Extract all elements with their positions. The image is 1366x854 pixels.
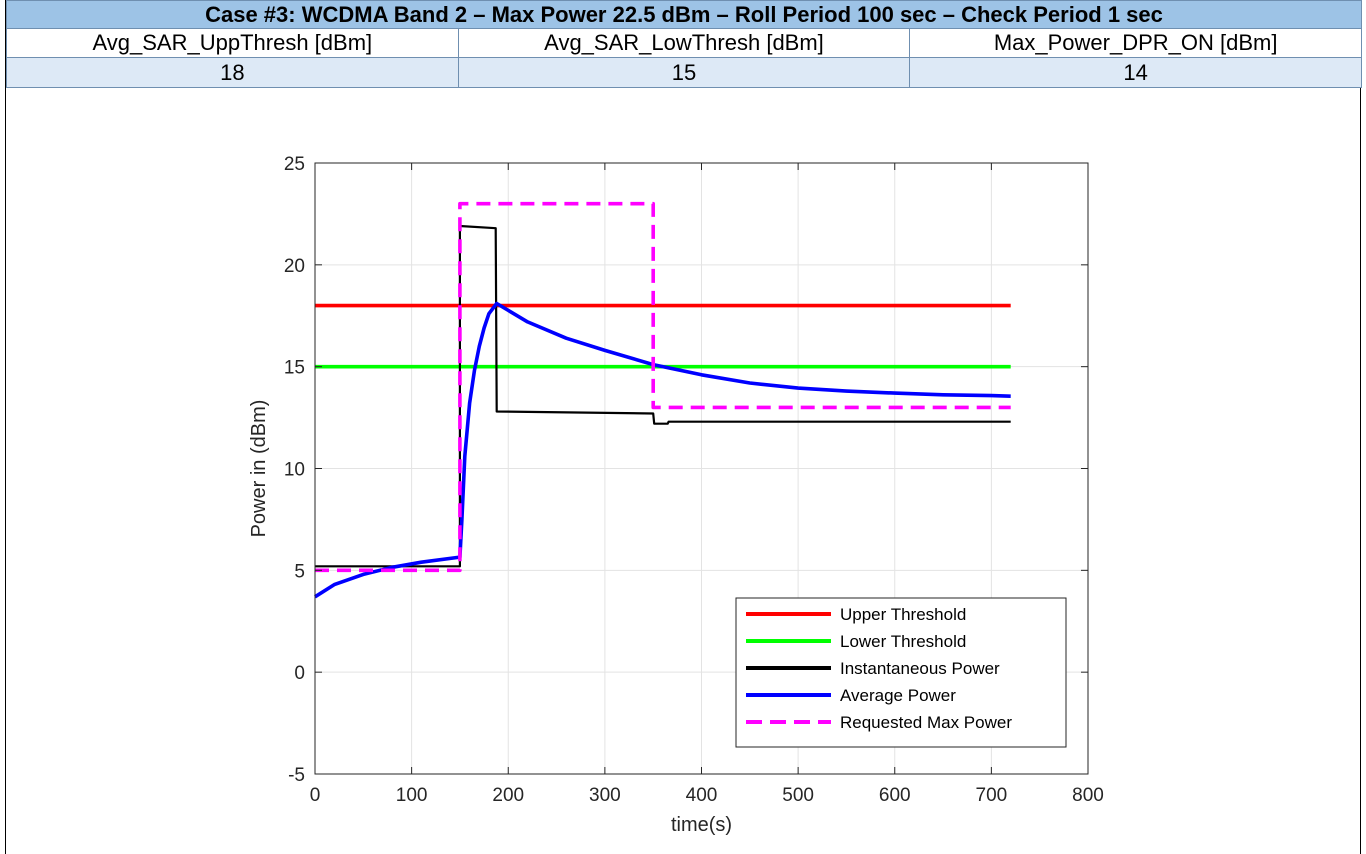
x-tick-label: 200 — [492, 785, 524, 806]
value-upper-threshold: 18 — [6, 57, 459, 88]
x-tick-label: 100 — [396, 785, 428, 806]
legend-entry: Average Power — [840, 686, 956, 705]
parameter-table: Case #3: WCDMA Band 2 – Max Power 22.5 d… — [6, 0, 1362, 88]
x-tick-label: 500 — [782, 785, 814, 806]
series-line-average-power — [314, 301, 1011, 599]
y-tick-label: 15 — [284, 358, 305, 379]
legend-entry: Requested Max Power — [840, 713, 1012, 732]
x-axis-label: time(s) — [671, 814, 732, 836]
y-tick-label: 0 — [294, 663, 305, 684]
value-lower-threshold: 15 — [457, 57, 911, 88]
header-lower-threshold: Avg_SAR_LowThresh [dBm] — [457, 28, 911, 58]
header-upper-threshold: Avg_SAR_UppThresh [dBm] — [6, 28, 459, 58]
x-tick-label: 400 — [686, 785, 718, 806]
header-max-power-dpr: Max_Power_DPR_ON [dBm] — [909, 28, 1362, 58]
value-max-power-dpr: 14 — [909, 57, 1362, 88]
y-axis-label: Power in (dBm) — [248, 400, 270, 538]
report-frame: Case #3: WCDMA Band 2 – Max Power 22.5 d… — [5, 0, 1362, 854]
y-tick-label: 10 — [284, 460, 305, 481]
y-tick-label: 25 — [284, 154, 305, 175]
x-tick-label: 700 — [976, 785, 1008, 806]
legend-entry: Instantaneous Power — [840, 659, 1000, 678]
y-tick-label: 5 — [294, 561, 305, 582]
x-tick-label: 600 — [879, 785, 911, 806]
series-line-requested-max-power — [315, 201, 1011, 573]
legend: Upper Threshold Lower Threshold Instantane… — [735, 597, 1067, 748]
legend-entry: Lower Threshold — [840, 632, 966, 651]
legend-box — [735, 597, 1067, 748]
y-tick-label: -5 — [288, 765, 305, 786]
x-tick-label: 0 — [310, 785, 321, 806]
legend-entry: Upper Threshold — [840, 605, 966, 624]
table-title: Case #3: WCDMA Band 2 – Max Power 22.5 d… — [6, 0, 1362, 29]
x-tick-label: 300 — [589, 785, 621, 806]
y-tick-label: 20 — [284, 256, 305, 277]
x-tick-label: 800 — [1072, 785, 1104, 806]
